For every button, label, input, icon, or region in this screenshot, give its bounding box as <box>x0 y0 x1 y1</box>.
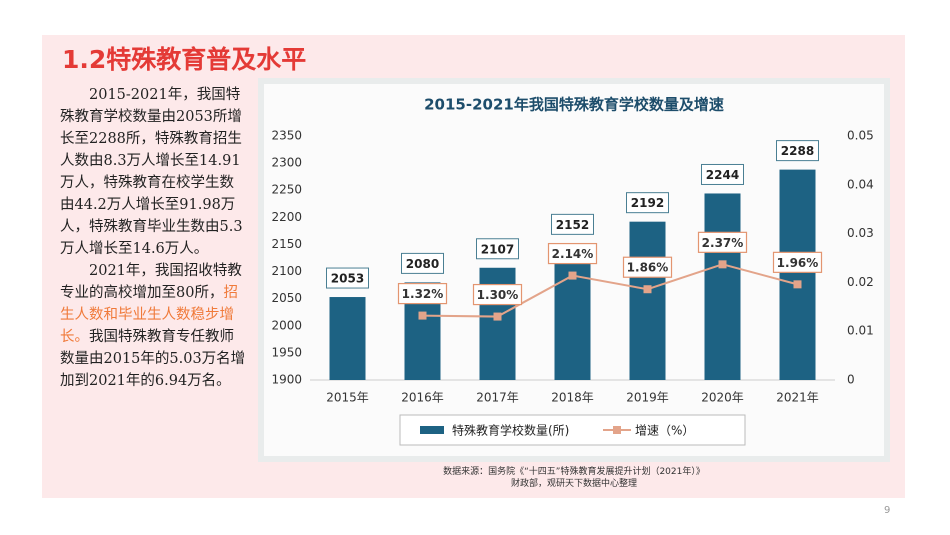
legend-swatch-marker <box>613 426 621 434</box>
y-tick-label: 2350 <box>271 129 302 143</box>
x-tick-label: 2020年 <box>701 391 744 405</box>
legend-swatch <box>420 426 444 434</box>
line-marker <box>793 280 802 289</box>
line-label-box <box>397 282 448 305</box>
y2-tick-label: 0 <box>847 373 855 387</box>
text-run: 我国特殊教育专任教师数量由2015年的5.03万名增加到2021年的6.94万名… <box>60 329 246 389</box>
x-tick-label: 2017年 <box>476 391 519 405</box>
line-marker <box>643 285 652 294</box>
y-tick-label: 1950 <box>271 345 302 359</box>
line-label-box <box>547 242 598 265</box>
line-marker <box>568 271 577 280</box>
legend-label: 增速（%） <box>635 424 694 438</box>
bar <box>704 193 741 380</box>
y2-tick-label: 0.05 <box>847 129 874 143</box>
bar-value-label: 2152 <box>556 218 589 232</box>
bar-label-box <box>776 140 819 162</box>
y-tick-label: 2200 <box>271 210 302 224</box>
y-tick-label: 2150 <box>271 237 302 251</box>
line-marker <box>418 311 427 320</box>
bar-value-label: 2080 <box>406 257 439 271</box>
line-value-label: 2.37% <box>702 236 744 250</box>
line-label-box <box>472 283 523 306</box>
slide-title: 1.2特殊教育普及水平 <box>62 45 307 74</box>
page-number: 9 <box>884 505 891 516</box>
y2-tick-label: 0.03 <box>847 226 874 240</box>
y-tick-label: 2250 <box>271 183 302 197</box>
bar <box>779 169 816 380</box>
chart-title: 2015-2021年我国特殊教育学校数量及增速 <box>424 96 724 114</box>
line-value-label: 1.30% <box>477 288 519 302</box>
bar-value-label: 2244 <box>706 168 739 182</box>
bar-label-box <box>551 213 594 235</box>
bar-value-label: 2192 <box>631 196 664 210</box>
legend-box <box>399 414 746 446</box>
bar <box>329 297 366 380</box>
bar-label-box <box>326 267 369 289</box>
text-run: 2021年，我国招收特教专业的高校增加至80所， <box>60 263 242 301</box>
x-tick-label: 2021年 <box>776 391 819 405</box>
body-text: 2015-2021年，我国特殊教育学校数量由2053所增长至2288所，特殊教育… <box>60 84 248 392</box>
y2-tick-label: 0.02 <box>847 275 874 289</box>
bar-label-box <box>701 163 744 185</box>
highlight-text: 招生人数和毕业生人数稳步增长。 <box>60 285 238 345</box>
y-tick-label: 2000 <box>271 318 302 332</box>
bar <box>554 243 591 380</box>
line-marker <box>493 312 502 321</box>
line-label-box <box>772 251 823 273</box>
x-tick-label: 2015年 <box>326 391 369 405</box>
legend-label: 特殊教育学校数量(所) <box>452 423 569 438</box>
source-line: 数据来源：国务院《“十四五”特殊教育发展提升计划（2021年）》 <box>443 467 705 477</box>
bar-label-box <box>476 238 519 260</box>
bar-value-label: 2053 <box>331 272 364 286</box>
bar-label-box <box>401 252 444 274</box>
line-value-label: 1.32% <box>402 287 444 301</box>
line-label-box <box>622 256 673 278</box>
paragraph: 2021年，我国招收特教专业的高校增加至80所，招生人数和毕业生人数稳步增长。我… <box>60 260 248 392</box>
line-marker <box>718 260 727 269</box>
source-line: 财政部，观研天下数据中心整理 <box>510 479 637 489</box>
y2-tick-label: 0.04 <box>847 177 874 191</box>
chart: 2015-2021年我国特殊教育学校数量及增速 1900 1950 2000 2050… <box>258 78 890 462</box>
x-tick-label: 2019年 <box>626 391 669 405</box>
line-value-label: 1.96% <box>777 256 819 270</box>
line-value-label: 2.14% <box>552 247 594 261</box>
y-tick-label: 1900 <box>271 373 302 387</box>
bar <box>629 221 666 380</box>
y2-tick-label: 0.01 <box>847 324 874 338</box>
bar-label-box <box>626 192 669 214</box>
bar-value-label: 2288 <box>781 144 814 158</box>
bar-value-label: 2107 <box>481 242 514 256</box>
y-tick-label: 2300 <box>271 156 302 170</box>
x-tick-label: 2018年 <box>551 391 594 405</box>
y-tick-label: 2100 <box>271 264 302 278</box>
line-label-box <box>697 231 748 253</box>
source-note: 数据来源：国务院《“十四五”特殊教育发展提升计划（2021年）》 财政部，观研天… <box>258 466 890 490</box>
x-tick-label: 2016年 <box>401 391 444 405</box>
line-value-label: 1.86% <box>627 261 669 275</box>
line <box>422 263 798 318</box>
paragraph: 2015-2021年，我国特殊教育学校数量由2053所增长至2288所，特殊教育… <box>60 87 243 257</box>
y-tick-label: 2050 <box>271 291 302 305</box>
